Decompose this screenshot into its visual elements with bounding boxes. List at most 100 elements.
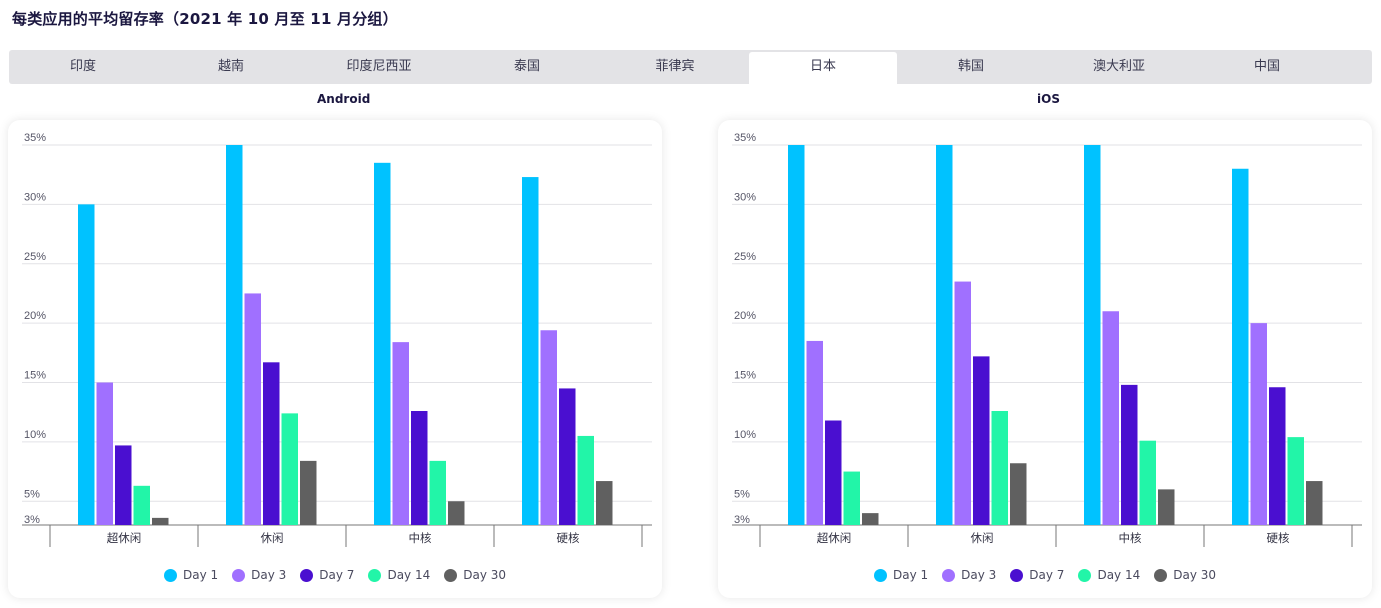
ios-bar-day30-3 [1306,481,1323,525]
page-title: 每类应用的平均留存率（2021 年 10 月至 11 月分组） [12,10,398,28]
android-legend-swatch [163,568,177,582]
android-legend-item: Day 30 [444,568,506,582]
ios-bar-day14-3 [1287,437,1304,525]
ios-bar-day14-2 [1139,440,1156,525]
ios-y-tick-label: 5% [734,488,750,500]
ios-bar-day3-3 [1250,323,1267,525]
ios-legend-swatch [1154,568,1168,582]
ios-legend-item: Day 1 [873,568,929,582]
android-legend-swatch [300,568,314,582]
tab-thailand[interactable]: 泰国 [513,59,540,74]
ios-bar-day1-3 [1232,168,1249,525]
ios-category-label: 超休闲 [817,531,852,545]
android-y-tick-label: 30% [24,191,46,203]
ios-bar-day7-2 [1121,384,1138,525]
ios-legend-swatch [942,568,956,582]
tab-philippines[interactable]: 菲律宾 [655,59,695,74]
tab-vietnam[interactable]: 越南 [217,59,244,74]
android-bar-day7-1 [263,362,280,525]
android-bar-day14-2 [429,460,446,525]
android-bar-day7-3 [559,388,576,525]
ios-bar-day1-1 [936,145,953,525]
android-bar-day14-0 [133,485,150,525]
ios-y-tick-label: 35% [734,132,756,144]
ios-bar-chart: 3% 5% 10% 15% 20% 25% 30% 35% 超休闲 休闲 中核 硬核 [732,132,1362,547]
ios-bar-day7-3 [1269,387,1286,525]
android-panel-title: Android [317,92,371,106]
android-bar-day30-1 [300,460,317,525]
android-bar-day14-1 [281,413,298,525]
ios-legend-item: Day 14 [1078,568,1140,582]
ios-legend-label: Day 30 [1173,568,1217,582]
ios-legend: Day 1 Day 3 Day 7 Day 14 Day 30 [718,568,1372,582]
android-chart-card: 3% 5% 10% 15% 20% 25% 30% 35% 超休闲 休闲 中核 硬核 Day 1 Day… [8,120,662,598]
android-bar-day3-2 [392,342,409,525]
ios-legend-item: Day 3 [942,568,996,582]
ios-legend-item: Day 30 [1154,568,1216,582]
android-bar-day30-0 [152,517,169,525]
ios-bar-day14-1 [991,411,1008,525]
android-bar-chart: 3% 5% 10% 15% 20% 25% 30% 35% 超休闲 休闲 中核 硬核 [22,132,652,547]
android-y-tick-label: 35% [24,132,46,144]
android-bar-day14-3 [577,435,594,525]
android-legend-item: Day 14 [368,568,430,582]
android-bar-day3-1 [244,293,261,525]
android-y-tick-label: 3% [24,514,40,526]
android-legend-swatch [368,568,382,582]
android-legend-swatch [444,568,458,582]
android-category-label: 硬核 [557,531,580,545]
android-y-tick-label: 20% [24,310,46,322]
ios-y-tick-label: 20% [734,310,756,322]
ios-legend-item: Day 7 [1010,568,1064,582]
android-y-tick-label: 10% [24,429,46,441]
android-bar-day7-0 [115,445,132,525]
tab-japan[interactable]: 日本 [749,52,897,84]
ios-category-label: 硬核 [1267,531,1290,545]
android-bar-day3-3 [540,330,557,525]
android-legend-label: Day 1 [182,568,219,582]
ios-legend-label: Day 14 [1097,568,1141,582]
android-category-label: 中核 [409,531,432,545]
ios-category-label: 休闲 [971,531,994,545]
android-legend-item: Day 1 [163,568,219,582]
ios-bar-day3-0 [806,340,823,525]
android-legend-swatch [232,568,246,582]
ios-y-tick-label: 3% [734,514,750,526]
ios-bar-day14-0 [843,471,860,525]
ios-bar-day1-0 [788,145,805,525]
tab-india[interactable]: 印度 [69,59,96,74]
ios-bar-day3-2 [1102,311,1119,525]
android-bar-day3-0 [96,382,113,525]
android-bar-day30-3 [596,481,613,525]
android-category-label: 超休闲 [107,531,142,545]
tab-korea[interactable]: 韩国 [957,59,984,74]
android-bar-day1-0 [78,204,95,525]
android-legend: Day 1 Day 3 Day 7 Day 14 Day 30 [8,568,662,582]
android-legend-label: Day 3 [251,568,287,582]
ios-legend-label: Day 1 [892,568,929,582]
ios-legend-swatch [1078,568,1092,582]
ios-bar-day30-2 [1158,489,1175,525]
ios-legend-swatch [873,568,887,582]
ios-bar-day1-2 [1084,145,1101,525]
android-bar-day1-3 [522,177,539,525]
ios-legend-label: Day 7 [1029,568,1065,582]
ios-y-tick-label: 25% [734,251,756,263]
tab-australia[interactable]: 澳大利亚 [1092,59,1145,74]
android-category-label: 休闲 [261,531,284,545]
android-bar-day1-2 [374,162,391,525]
ios-bar-day7-1 [973,356,990,525]
ios-bar-day7-0 [825,420,842,525]
ios-bar-day30-0 [862,513,879,525]
android-legend-item: Day 3 [232,568,286,582]
ios-legend-swatch [1010,568,1024,582]
ios-chart-card: 3% 5% 10% 15% 20% 25% 30% 35% 超休闲 休闲 中核 硬核 Day 1 Day… [718,120,1372,598]
android-bar-day30-2 [448,501,465,525]
android-y-tick-label: 5% [24,488,40,500]
android-legend-label: Day 14 [387,568,431,582]
ios-bar-day30-1 [1010,463,1027,525]
tab-china[interactable]: 中国 [1253,59,1280,74]
tab-indonesia[interactable]: 印度尼西亚 [346,59,412,74]
ios-panel-title: iOS [1037,92,1060,106]
android-legend-item: Day 7 [300,568,354,582]
